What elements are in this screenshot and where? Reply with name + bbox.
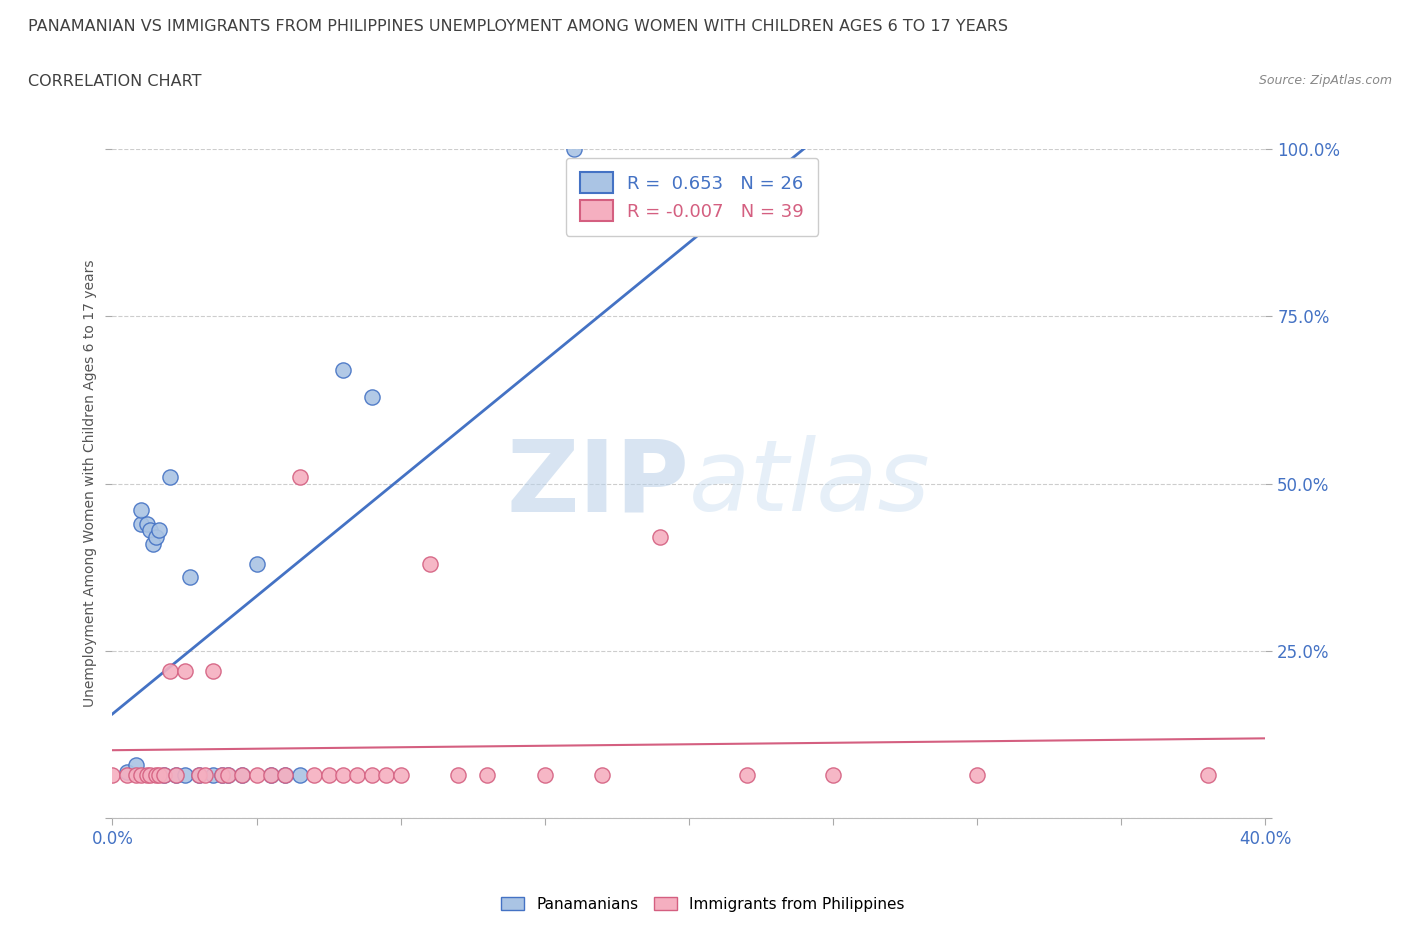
Point [202, 767, 225, 782]
Point [332, 767, 354, 782]
Point [142, 537, 165, 551]
Point [360, 767, 382, 782]
Point [124, 757, 146, 772]
Point [648, 530, 672, 545]
Point [165, 767, 187, 782]
Point [129, 516, 153, 531]
Point [173, 767, 195, 782]
Point [821, 767, 844, 782]
Point [274, 767, 297, 782]
Point [153, 767, 176, 782]
Point [115, 767, 138, 782]
Point [139, 523, 162, 538]
Point [148, 767, 170, 782]
Text: Source: ZipAtlas.com: Source: ZipAtlas.com [1258, 74, 1392, 87]
Point [288, 470, 311, 485]
Point [145, 767, 167, 782]
Point [202, 664, 225, 679]
Point [217, 767, 239, 782]
Text: PANAMANIAN VS IMMIGRANTS FROM PHILIPPINES UNEMPLOYMENT AMONG WOMEN WITH CHILDREN: PANAMANIAN VS IMMIGRANTS FROM PHILIPPINE… [28, 19, 1008, 33]
Point [245, 556, 267, 571]
Point [211, 767, 233, 782]
Point [375, 767, 398, 782]
Point [165, 767, 187, 782]
Point [153, 767, 176, 782]
Point [447, 767, 470, 782]
Point [188, 767, 211, 782]
Point [360, 389, 382, 404]
Point [346, 767, 368, 782]
Point [101, 767, 124, 782]
Point [288, 767, 311, 782]
Point [245, 767, 267, 782]
Point [260, 767, 283, 782]
Point [173, 664, 195, 679]
Point [260, 767, 283, 782]
Point [179, 570, 201, 585]
Point [188, 767, 211, 782]
Point [533, 767, 555, 782]
Point [332, 363, 354, 378]
Point [159, 664, 181, 679]
Point [231, 767, 253, 782]
Point [274, 767, 297, 782]
Text: CORRELATION CHART: CORRELATION CHART [28, 74, 201, 89]
Point [231, 767, 253, 782]
Point [966, 767, 988, 782]
Point [1197, 767, 1219, 782]
Point [217, 767, 239, 782]
Point [139, 767, 162, 782]
Point [318, 767, 340, 782]
Point [148, 523, 170, 538]
Text: ZIP: ZIP [506, 435, 689, 532]
Point [419, 556, 441, 571]
Point [136, 516, 159, 531]
Point [211, 767, 233, 782]
Y-axis label: Unemployment Among Women with Children Ages 6 to 17 years: Unemployment Among Women with Children A… [83, 259, 97, 708]
Point [304, 767, 326, 782]
Point [194, 767, 217, 782]
Legend: R =  0.653   N = 26, R = -0.007   N = 39: R = 0.653 N = 26, R = -0.007 N = 39 [565, 158, 818, 235]
Point [129, 503, 153, 518]
Point [129, 767, 153, 782]
Legend: Panamanians, Immigrants from Philippines: Panamanians, Immigrants from Philippines [495, 890, 911, 918]
Point [735, 767, 758, 782]
Point [136, 767, 159, 782]
Point [159, 470, 181, 485]
Point [145, 530, 167, 545]
Point [475, 767, 498, 782]
Text: atlas: atlas [689, 435, 931, 532]
Point [592, 767, 614, 782]
Point [562, 141, 585, 156]
Point [115, 764, 138, 779]
Point [389, 767, 412, 782]
Point [124, 767, 146, 782]
